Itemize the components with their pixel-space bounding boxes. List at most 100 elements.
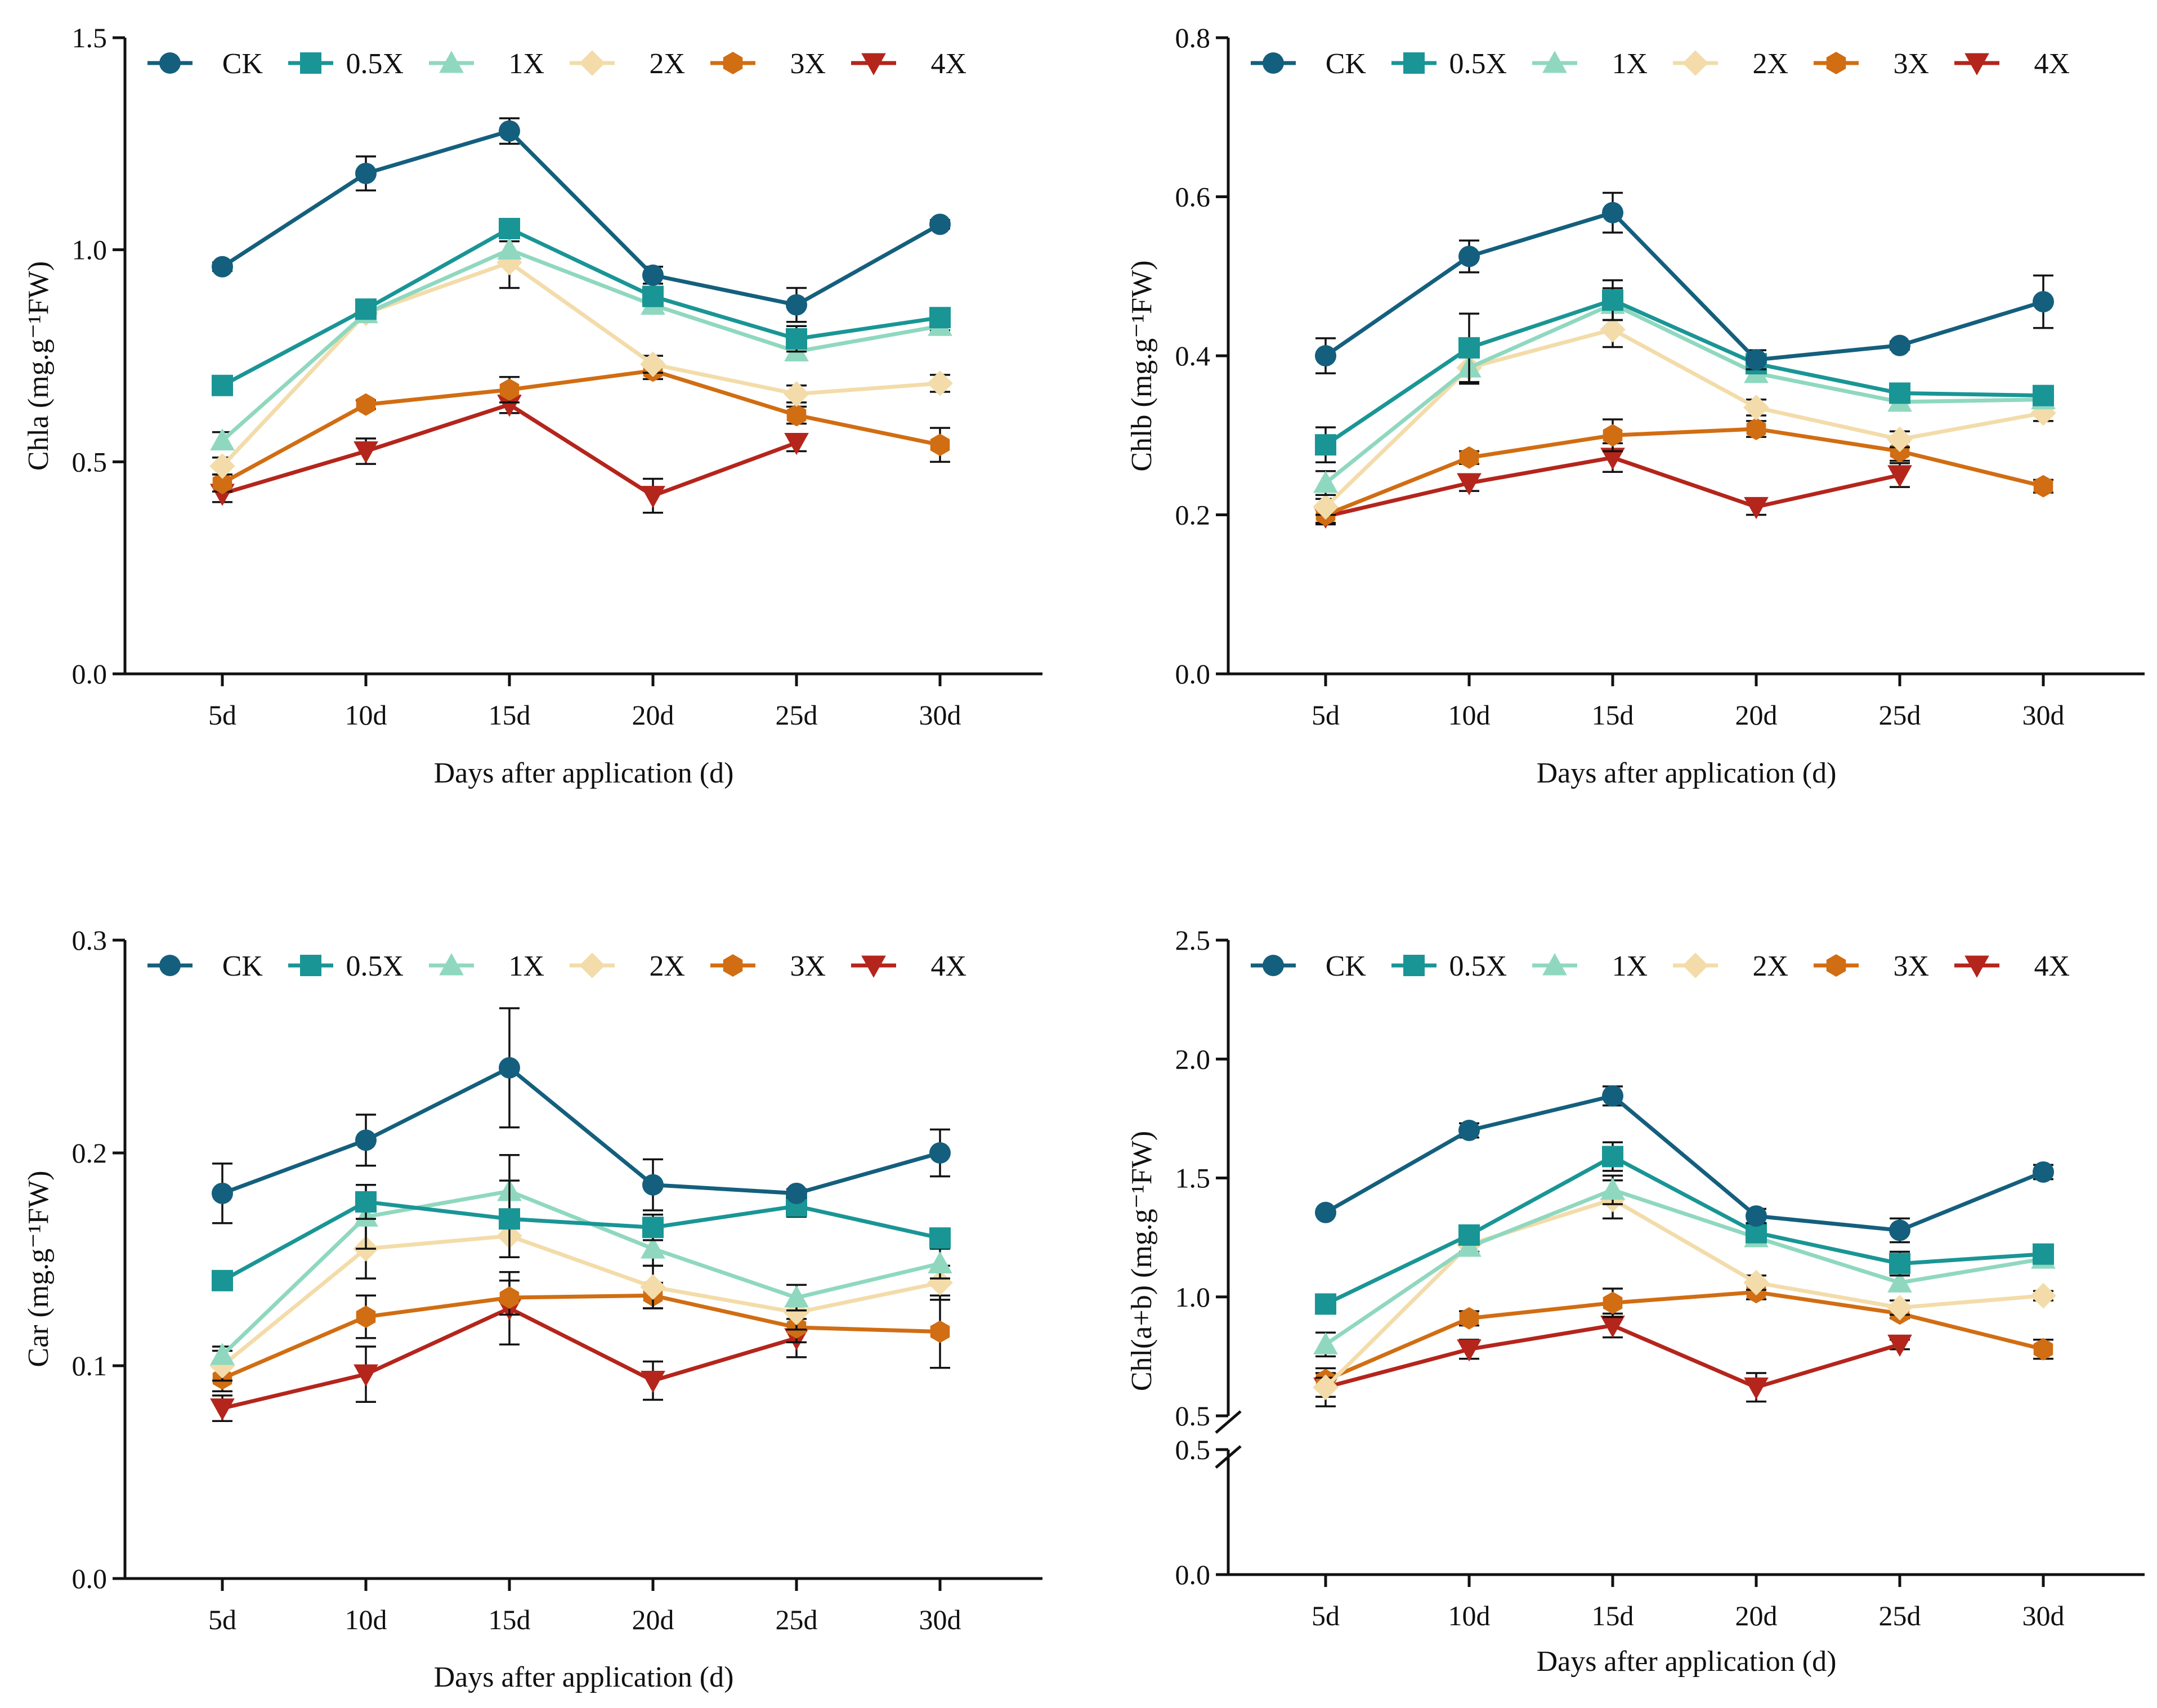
- chl-total-legend-item: 2X: [1673, 950, 1788, 982]
- car-legend-marker: [579, 953, 605, 978]
- chl-total-series-line: [1324, 1197, 2044, 1389]
- chl-total-series-CK: [1315, 1085, 2054, 1244]
- chl-total-x-axis-title: Days after application (d): [1537, 1646, 1837, 1678]
- chla-data-point: [497, 395, 522, 417]
- chla-data-point: [353, 441, 378, 464]
- car-data-point: [499, 1286, 520, 1309]
- car-series-line: [221, 1189, 941, 1357]
- chl-total-data-point: [2030, 1282, 2056, 1309]
- chla-data-point: [786, 328, 807, 350]
- chl-total-data-point: [2033, 1338, 2053, 1361]
- car-x-tick-label: 30d: [919, 1604, 961, 1635]
- chla-series-3X: [212, 359, 950, 494]
- chlb-data-point: [1315, 345, 1336, 366]
- chlb-y-tick-label: 0.0: [1175, 658, 1211, 690]
- chla-legend-label: 4X: [930, 48, 966, 80]
- chl-total-legend: CK 0.5X 1X 2X 3X 4X: [1251, 950, 2070, 982]
- chla-data-point: [497, 237, 522, 260]
- car-series-2X: [209, 1213, 953, 1382]
- chlb-legend-item: 2X: [1673, 48, 1788, 80]
- chl-total-series-4X: [1313, 1312, 1912, 1407]
- car-x-tick-label: 10d: [345, 1604, 387, 1635]
- chlb-series-CK: [1315, 191, 2054, 374]
- chl-total-data-point: [1602, 1085, 1623, 1107]
- chla-legend-item: 3X: [710, 48, 826, 80]
- chla-data-point: [212, 472, 232, 494]
- chla-legend-label: 1X: [508, 48, 544, 80]
- chlb-legend-item: 3X: [1814, 48, 1929, 80]
- chla-data-point: [786, 404, 807, 427]
- chla-legend-label: 2X: [649, 48, 685, 80]
- chlb-legend-marker: [1542, 51, 1567, 73]
- chla-data-point: [927, 370, 953, 396]
- chlb-legend-marker: [1263, 52, 1284, 74]
- chlb-data-point: [1603, 424, 1623, 447]
- chlb-series-line: [1324, 327, 2044, 508]
- chla-series-2X: [209, 236, 953, 479]
- chl-total-data-point: [1457, 1339, 1482, 1362]
- car-data-point: [927, 1269, 953, 1296]
- car-data-point: [210, 1343, 235, 1365]
- chla-legend-marker: [300, 52, 321, 74]
- chla-data-point: [499, 120, 520, 142]
- chl-total-legend-item: 4X: [1954, 950, 2070, 982]
- car-y-tick-label: 0.1: [72, 1350, 108, 1381]
- car-data-point: [210, 1398, 235, 1421]
- car-legend-item: 1X: [429, 950, 544, 982]
- chla-series-1X: [210, 237, 952, 451]
- chlb-data-point: [1744, 497, 1769, 520]
- chla-legend-marker: [579, 50, 605, 76]
- chl-total-legend-marker: [1964, 955, 1989, 978]
- chla-data-point: [496, 249, 522, 276]
- car-y-axis-title: Car (mg.g⁻¹FW): [23, 1170, 55, 1367]
- car-data-point: [355, 1191, 377, 1213]
- chla-series-line: [221, 129, 941, 307]
- car-data-point: [928, 1251, 952, 1274]
- chlb-series-line: [1324, 302, 2044, 485]
- chl-total-data-point: [1315, 1293, 1336, 1315]
- car-x-tick-label: 5d: [208, 1604, 236, 1635]
- chl-total-legend-label: 0.5X: [1449, 950, 1507, 982]
- chla-data-point: [355, 163, 377, 185]
- chlb-legend-item: 0.5X: [1391, 48, 1507, 80]
- car-data-point: [356, 1305, 376, 1329]
- chl-total-series-line: [1324, 1154, 2044, 1306]
- chl-total-x-tick-label: 15d: [1592, 1600, 1634, 1631]
- car-data-point: [786, 1182, 807, 1204]
- chlb-data-point: [1602, 289, 1623, 311]
- chl-total-data-point: [1887, 1294, 1913, 1321]
- car-legend: CK 0.5X 1X 2X 3X 4X: [147, 950, 966, 982]
- chlb-series-line: [1324, 298, 2044, 447]
- car-y-tick-label: 0.3: [72, 924, 108, 956]
- chlb-y-tick-label: 0.4: [1175, 340, 1211, 372]
- chl-total-data-point: [1459, 1307, 1479, 1330]
- car-data-point: [499, 1057, 520, 1079]
- car-series-line: [221, 1233, 941, 1367]
- chl-total-series-0_5X: [1315, 1141, 2054, 1315]
- chla-legend-item: CK: [147, 48, 263, 80]
- chl-total-legend-item: 0.5X: [1391, 950, 1507, 982]
- car-data-point: [930, 1320, 950, 1343]
- chlb-x-tick-label: 20d: [1735, 699, 1778, 731]
- chla-x-tick-label: 20d: [632, 699, 674, 731]
- chlb-x-tick-label: 5d: [1312, 699, 1340, 731]
- chlb-data-point: [1457, 473, 1482, 495]
- chlb-x-tick-label: 15d: [1592, 699, 1634, 731]
- car-legend-label: 0.5X: [346, 950, 404, 982]
- car-legend-label: 1X: [508, 950, 544, 982]
- chl-total-y-tick-label: 2.0: [1175, 1043, 1211, 1075]
- chla-legend-item: 4X: [851, 48, 966, 80]
- chlb-x-tick-label: 30d: [2022, 699, 2065, 731]
- chlb-series-2X: [1313, 311, 2056, 520]
- chl-total-data-point: [1313, 1374, 1339, 1401]
- chla-data-point: [640, 351, 666, 377]
- chlb-data-point: [1602, 202, 1623, 223]
- car-y-tick-label: 0.0: [72, 1563, 108, 1594]
- chla-data-point: [642, 285, 664, 307]
- car-legend-item: CK: [147, 950, 263, 982]
- chl-total-data-point: [2033, 1243, 2054, 1265]
- chlb-data-point: [1313, 471, 1338, 493]
- chla-series-line: [221, 226, 941, 387]
- car-data-point: [929, 1227, 951, 1249]
- chla-data-point: [499, 378, 520, 401]
